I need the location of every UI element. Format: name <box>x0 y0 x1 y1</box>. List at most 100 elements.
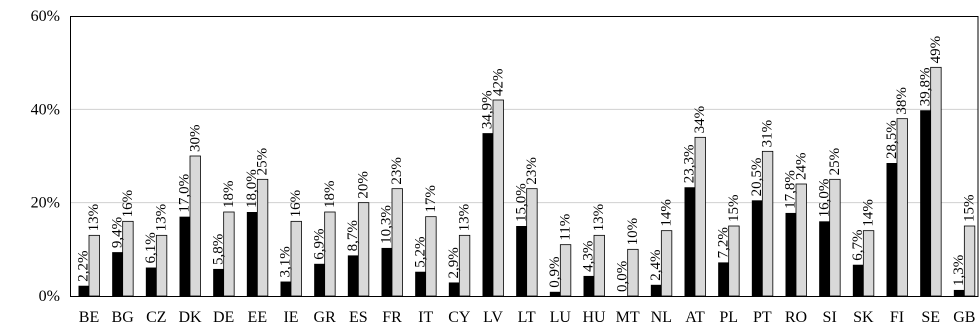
data-label-series-2: 18% <box>221 180 237 208</box>
x-category-label: PL <box>719 309 738 326</box>
bar-series-1 <box>583 275 594 296</box>
x-category-label: BE <box>79 309 99 326</box>
data-label-series-1: 10,3% <box>379 205 395 244</box>
data-label-series-1: 17,0% <box>177 174 193 213</box>
data-label-series-1: 7,2% <box>715 227 731 258</box>
y-axis-ticks: 0% 20% 40% 60% <box>31 8 60 305</box>
x-category-label: GR <box>314 309 337 326</box>
data-label-series-1: 4,3% <box>581 241 597 272</box>
data-label-series-1: 2,4% <box>648 250 664 281</box>
bar-series-1 <box>819 221 830 296</box>
data-label-series-1: 9,4% <box>109 217 125 248</box>
data-label-series-2: 25% <box>827 148 843 176</box>
data-label-series-1: 16,0% <box>816 179 832 218</box>
data-label-series-2: 13% <box>457 204 473 232</box>
data-label-series-1: 2,9% <box>446 247 462 278</box>
data-label-series-1: 0,9% <box>547 257 563 288</box>
bar-series-1 <box>482 133 493 296</box>
data-label-series-1: 0,0% <box>614 261 630 292</box>
data-labels: 2,2%13% 9,4%16%6,1%13%17,0%30%5,8%18% 18,0… <box>76 36 978 292</box>
x-category-label: DK <box>178 309 202 326</box>
data-label-series-2: 23% <box>389 157 405 185</box>
data-label-series-2: 38% <box>894 87 910 115</box>
bar-series-1 <box>751 200 763 296</box>
data-label-series-1: 1,3% <box>951 255 967 286</box>
data-label-series-1: 5,2% <box>412 236 428 267</box>
bar-series-1 <box>415 271 426 296</box>
bars <box>78 66 976 297</box>
data-label-series-2: 42% <box>490 69 506 97</box>
x-category-label: CZ <box>146 309 166 326</box>
bar-series-1 <box>280 281 291 296</box>
data-label-series-1: 6,1% <box>143 232 159 263</box>
x-category-label: HU <box>582 309 606 326</box>
bar-series-1 <box>516 226 527 296</box>
data-label-series-2: 31% <box>760 120 776 148</box>
data-label-series-2: 13% <box>86 204 102 232</box>
data-label-series-1: 23,3% <box>682 145 698 184</box>
bar-series-1 <box>785 212 796 296</box>
x-category-label: BG <box>112 309 135 326</box>
data-label-series-2: 17% <box>423 185 439 213</box>
y-tick-label: 40% <box>31 101 60 118</box>
x-category-label: SI <box>823 309 837 326</box>
bar-series-1 <box>347 255 359 296</box>
data-label-series-2: 16% <box>288 190 304 218</box>
bar-series-1 <box>314 263 325 296</box>
data-label-series-1: 3,1% <box>278 246 294 277</box>
bar-series-1 <box>112 252 123 296</box>
data-label-series-2: 25% <box>255 148 271 176</box>
bar-series-1 <box>246 212 258 296</box>
x-category-label: MT <box>616 309 640 326</box>
x-category-label: IT <box>418 309 433 326</box>
bar-series-1 <box>381 247 392 296</box>
x-category-label: EE <box>248 309 268 326</box>
x-category-label: RO <box>785 309 807 326</box>
bar-series-1 <box>213 268 224 296</box>
data-label-series-2: 30% <box>187 125 203 153</box>
data-label-series-1: 2,2% <box>76 250 92 281</box>
data-label-series-2: 49% <box>928 36 944 64</box>
x-axis-categories: BE BG CZ DK DE EE IE GR ES FR IT CY LV LT LU HU MT NL AT PL… <box>79 309 976 326</box>
x-category-label: SE <box>921 309 940 326</box>
x-category-label: FR <box>382 309 402 326</box>
bar-series-1 <box>920 110 931 297</box>
data-label-series-1: 28,5% <box>884 120 900 159</box>
data-label-series-2: 34% <box>692 106 708 134</box>
x-category-label: FI <box>890 309 904 326</box>
data-label-series-2: 11% <box>558 214 574 241</box>
bar-series-1 <box>145 267 157 296</box>
bar-series-1 <box>650 284 662 296</box>
x-category-label: LV <box>483 309 503 326</box>
y-tick-label: 0% <box>39 288 60 305</box>
x-category-label: NL <box>651 309 672 326</box>
data-label-series-1: 18,0% <box>244 169 260 208</box>
y-tick-label: 60% <box>31 8 60 25</box>
data-label-series-1: 5,8% <box>210 234 226 265</box>
x-category-label: CY <box>448 309 471 326</box>
x-category-label: LU <box>550 309 572 326</box>
y-tick-label: 20% <box>31 195 60 212</box>
data-label-series-1: 34,9% <box>480 90 496 129</box>
data-label-series-2: 15% <box>726 195 742 223</box>
data-label-series-2: 15% <box>962 195 978 223</box>
data-label-series-2: 18% <box>322 181 338 209</box>
data-label-series-1: 8,7% <box>345 220 361 251</box>
x-category-label: AT <box>685 309 705 326</box>
bar-series-1 <box>448 282 460 296</box>
data-label-series-2: 23% <box>524 157 540 185</box>
x-category-label: IE <box>283 309 298 326</box>
data-label-series-2: 13% <box>154 204 170 232</box>
data-label-series-1: 39,8% <box>917 68 933 107</box>
x-category-label: LT <box>518 309 536 326</box>
x-category-label: PT <box>753 309 772 326</box>
bar-series-1 <box>549 291 561 296</box>
x-category-label: SK <box>853 309 874 326</box>
data-label-series-1: 6,9% <box>311 229 327 260</box>
bar-series-1 <box>718 262 729 296</box>
data-label-series-2: 24% <box>793 153 809 181</box>
data-label-series-2: 13% <box>591 204 607 232</box>
x-category-label: DE <box>213 309 234 326</box>
x-category-label: GB <box>953 309 975 326</box>
